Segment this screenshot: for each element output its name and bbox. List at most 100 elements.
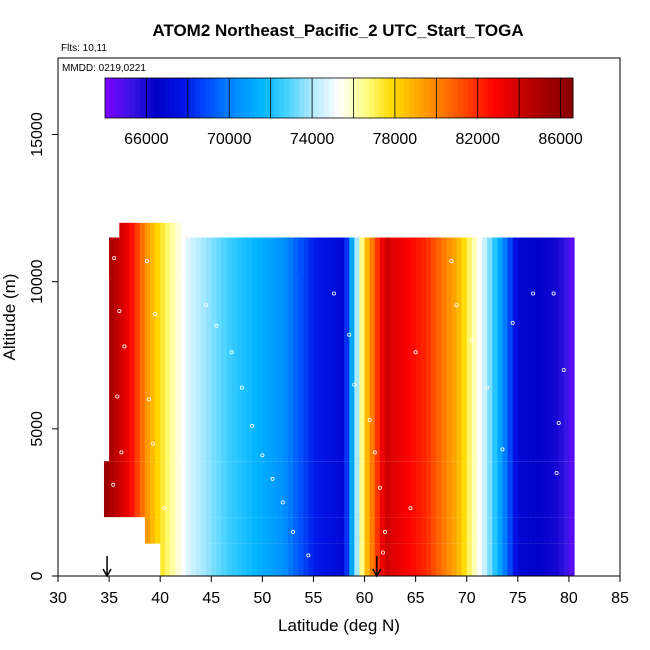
- heatmap-cell: [522, 237, 529, 462]
- heatmap-cell: [538, 461, 544, 518]
- heatmap-cell: [190, 237, 197, 276]
- heatmap-cell: [124, 237, 131, 276]
- heatmap-cell: [241, 517, 248, 544]
- heatmap-cell: [308, 461, 315, 518]
- heatmap-cell: [354, 461, 361, 518]
- heatmap-cell: [149, 517, 156, 544]
- heatmap-cell: [257, 461, 263, 518]
- heatmap-cell: [517, 237, 524, 462]
- colorbar-cell: [314, 78, 320, 118]
- heatmap-cell: [190, 543, 197, 577]
- colorbar-cell: [194, 78, 201, 118]
- heatmap-cell: [201, 237, 207, 462]
- heatmap-cell: [533, 543, 539, 577]
- heatmap-cell: [384, 543, 391, 577]
- heatmap-cell: [492, 543, 498, 577]
- flight-point: [554, 470, 559, 475]
- colorbar-cell: [403, 78, 410, 118]
- heatmap-cell: [364, 543, 371, 577]
- heatmap-cell: [410, 517, 417, 544]
- heatmap-cell: [185, 517, 192, 544]
- heatmap-cell: [558, 461, 565, 518]
- heatmap-cell: [364, 461, 371, 518]
- heatmap-cell: [129, 237, 136, 276]
- heatmap-cell: [134, 237, 141, 462]
- heatmap-cell: [170, 237, 177, 276]
- heatmap-cell: [201, 237, 207, 276]
- heatmap-cell: [395, 543, 401, 577]
- heatmap-cell: [149, 237, 156, 462]
- heatmap-cell: [512, 517, 519, 544]
- heatmap-band: [119, 222, 182, 238]
- heatmap-cell: [538, 543, 544, 577]
- colorbar-cell: [264, 78, 270, 118]
- flight-point: [111, 482, 116, 487]
- colorbar-cell: [353, 78, 360, 118]
- heatmap-cell: [149, 461, 156, 518]
- heatmap-cell: [298, 517, 304, 544]
- flight-point: [229, 350, 234, 355]
- heatmap-band: [144, 517, 575, 544]
- heatmap-cell: [134, 222, 141, 238]
- heatmap-cell: [323, 461, 330, 518]
- heatmap-cell: [558, 543, 565, 577]
- heatmap-cell: [364, 237, 371, 462]
- heatmap-cell: [430, 237, 437, 462]
- heatmap-cell: [144, 237, 151, 462]
- heatmap-cell: [241, 461, 248, 518]
- heatmap-cell: [231, 461, 238, 518]
- heatmap-cell: [420, 237, 427, 462]
- heatmap-cell: [436, 237, 442, 462]
- heatmap-cell: [543, 237, 550, 462]
- heatmap-cell: [247, 543, 253, 577]
- heatmap-cell: [272, 461, 279, 518]
- heatmap-cell: [369, 543, 376, 577]
- heatmap-cell: [482, 237, 488, 462]
- heatmap-cell: [206, 237, 212, 462]
- heatmap-cell: [282, 237, 289, 276]
- colorbar-cell: [269, 78, 275, 118]
- heatmap-cell: [103, 461, 110, 518]
- flight-point: [380, 550, 385, 555]
- heatmap-cell: [139, 461, 146, 518]
- heatmap-cell: [543, 543, 550, 577]
- heatmap-cell: [492, 517, 498, 544]
- heatmap-cell: [303, 237, 309, 462]
- heatmap-cell: [390, 461, 396, 518]
- colorbar-cell: [348, 78, 355, 118]
- heatmap-cell: [374, 543, 381, 577]
- heatmap-cell: [257, 517, 263, 544]
- heatmap-cell: [272, 517, 279, 544]
- heatmap-cell: [247, 517, 253, 544]
- heatmap-cell: [236, 543, 243, 577]
- heatmap-cell: [139, 237, 146, 276]
- heatmap-cell: [221, 517, 228, 544]
- colorbar-cell: [105, 78, 111, 118]
- heatmap-cell: [201, 517, 207, 544]
- colorbar-cell: [334, 78, 340, 118]
- flight-point: [250, 423, 255, 428]
- heatmap-cell: [231, 543, 238, 577]
- heatmap-cell: [390, 543, 396, 577]
- flight-point: [331, 291, 336, 296]
- colorbar-cell: [144, 78, 151, 118]
- heatmap-cell: [517, 543, 524, 577]
- heatmap-cell: [293, 517, 299, 544]
- heatmap-cell: [563, 237, 570, 462]
- heatmap-cell: [221, 543, 228, 577]
- colorbar-cell: [483, 78, 489, 118]
- heatmap-cell: [446, 543, 452, 577]
- colorbar-cell: [563, 78, 569, 118]
- heatmap-cell: [318, 461, 325, 518]
- heatmap-cell: [195, 517, 202, 544]
- heatmap-cell: [216, 461, 223, 518]
- heatmap-cell: [512, 461, 519, 518]
- heatmap-cell: [430, 461, 437, 518]
- heatmap-cell: [160, 237, 166, 462]
- colorbar-tick-label: 70000: [207, 131, 252, 148]
- heatmap-cell: [236, 517, 243, 544]
- x-axis-label: Latitude (deg N): [278, 616, 400, 635]
- heatmap-cell: [216, 517, 223, 544]
- heatmap-cell: [400, 461, 407, 518]
- colorbar-cell: [284, 78, 290, 118]
